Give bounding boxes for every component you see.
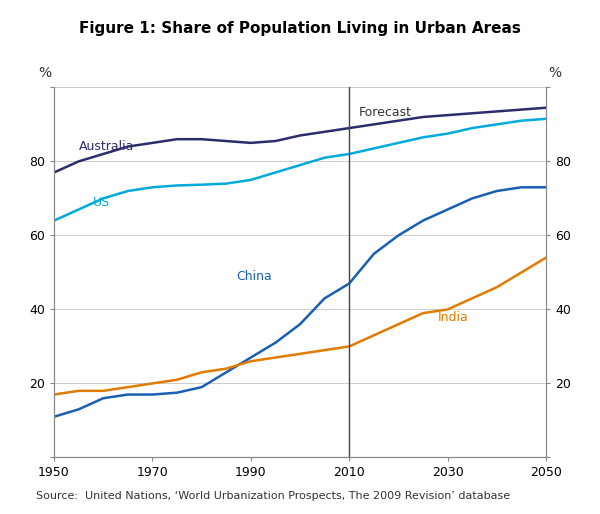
Text: Figure 1: Share of Population Living in Urban Areas: Figure 1: Share of Population Living in … <box>79 21 521 35</box>
Text: Australia: Australia <box>79 140 134 153</box>
Text: Forecast: Forecast <box>359 106 412 119</box>
Text: %: % <box>38 66 52 80</box>
Text: US: US <box>94 196 110 209</box>
Text: India: India <box>438 310 469 323</box>
Text: Source:  United Nations, ‘World Urbanization Prospects, The 2009 Revision’ datab: Source: United Nations, ‘World Urbanizat… <box>36 491 510 501</box>
Text: China: China <box>236 270 272 283</box>
Text: %: % <box>548 66 562 80</box>
